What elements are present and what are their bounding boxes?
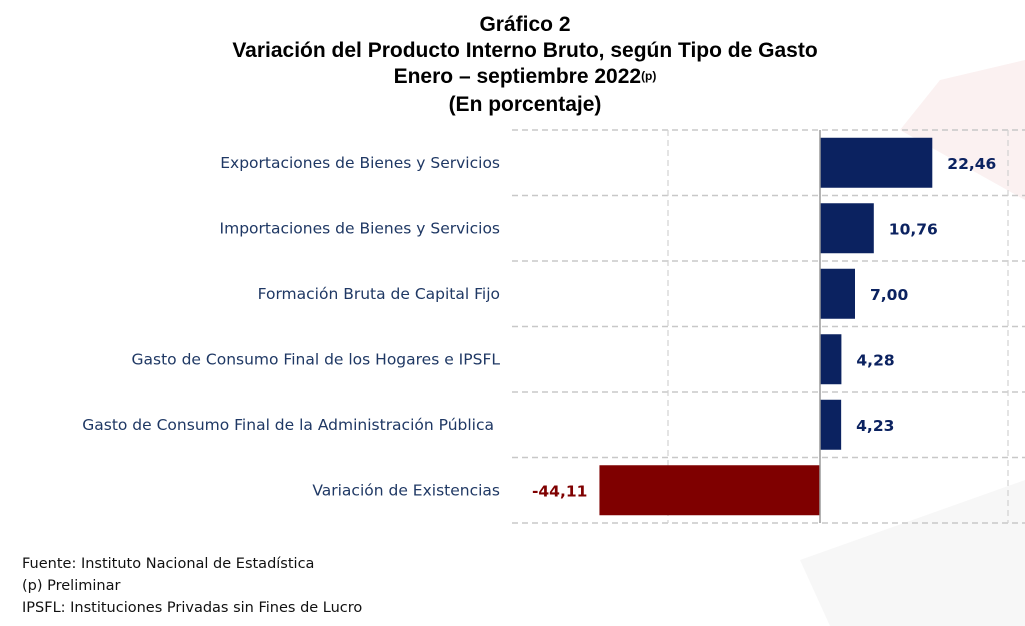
period-text: Enero – septiembre 2022 — [393, 65, 642, 88]
bar — [820, 334, 842, 385]
graph-number: Gráfico 2 — [479, 13, 571, 36]
category-label: Formación Bruta de Capital Fijo — [258, 285, 500, 303]
abbreviation-note: IPSFL: Instituciones Privadas sin Fines … — [22, 600, 363, 616]
data-label: 22,46 — [947, 155, 996, 173]
chart-period: Enero – septiembre 2022(p) — [0, 64, 1025, 92]
category-label: Exportaciones de Bienes y Servicios — [220, 154, 500, 172]
data-label: -44,11 — [532, 482, 587, 500]
chart-unit: (En porcentaje) — [448, 93, 602, 116]
bar — [820, 399, 842, 450]
data-label: 7,00 — [870, 286, 908, 304]
preliminary-note: (p) Preliminar — [22, 578, 121, 594]
source-line: Fuente: Instituto Nacional de Estadístic… — [22, 556, 315, 572]
bar — [820, 268, 855, 319]
data-label: 4,23 — [856, 417, 894, 435]
bar — [820, 203, 874, 254]
period-note: (p) — [641, 69, 657, 83]
bar-chart: Exportaciones de Bienes y Servicios 22,46… — [82, 129, 1025, 524]
source-notes: Fuente: Instituto Nacional de Estadístic… — [22, 553, 362, 619]
data-label: 4,28 — [856, 351, 894, 369]
category-label: Importaciones de Bienes y Servicios — [220, 219, 500, 237]
category-label: Gasto de Consumo Final de los Hogares e … — [132, 350, 501, 368]
chart-title-block: Gráfico 2 Variación del Producto Interno… — [0, 12, 1025, 118]
category-label: Variación de Existencias — [312, 481, 500, 499]
bar — [820, 137, 933, 188]
bar — [599, 465, 820, 516]
category-label: Gasto de Consumo Final de la Administrac… — [82, 416, 494, 434]
chart-title: Variación del Producto Interno Bruto, se… — [232, 39, 818, 62]
data-label: 10,76 — [889, 220, 938, 238]
